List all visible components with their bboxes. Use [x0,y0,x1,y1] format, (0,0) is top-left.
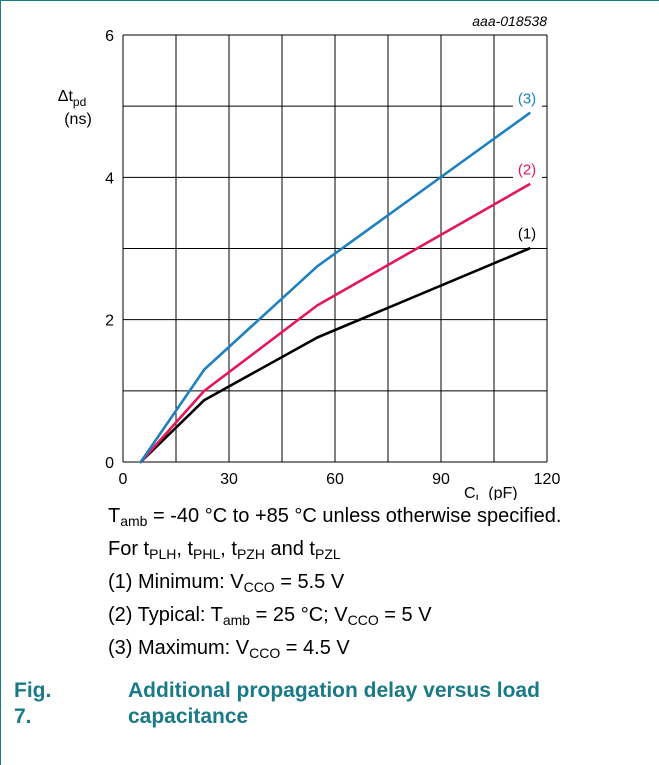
x-tick-label: 120 [534,471,561,488]
y-tick-label: 6 [105,28,114,45]
x-tick-label: 30 [220,471,238,488]
y-tick-label: 0 [105,455,114,472]
x-tick-label: 90 [432,471,450,488]
note-parameters: For tPLH, tPHL, tPZH and tPZL [108,538,341,562]
y-tick-label: 2 [105,313,114,330]
series-3-line [139,112,531,464]
delay-chart: 0 30 60 90 120 0 2 4 6 (1) (2) (3) aaa-018538 Δtpd… [58,13,561,500]
y-tick-label: 4 [105,170,114,187]
note-minimum: (1) Minimum: VCCO = 5.5 V [108,571,345,595]
x-tick-label: 60 [326,471,344,488]
series-3-label-bg [513,88,542,108]
note-typical: (2) Typical: Tamb = 25 °C; VCCO = 5 V [108,604,432,628]
series-2-label-bg [513,159,542,179]
note-ambient-range: Tamb = -40 °C to +85 °C unless otherwise… [108,505,562,529]
x-tick-label: 0 [119,471,128,488]
figure-number: Fig. 7. [14,679,52,728]
figure-id: aaa-018538 [472,13,547,29]
y-axis-label: Δtpd [58,88,87,109]
series-2-label: (2) [518,161,536,178]
series-2-line [139,183,531,464]
note-maximum: (3) Maximum: VCCO = 4.5 V [108,637,350,661]
series-1-label-bg [513,223,542,243]
figure-title: Additional propagation delay versus load… [128,679,540,728]
figure-notes: Tamb = -40 °C to +85 °C unless otherwise… [108,500,561,665]
y-axis-unit: (ns) [64,111,92,128]
series-layer: (1) (2) (3) [139,88,542,464]
grid [122,34,548,463]
series-1-line [139,247,531,464]
axes: 0 30 60 90 120 0 2 4 6 [105,28,560,488]
series-3-label: (3) [518,90,536,107]
series-1-label: (1) [518,226,536,243]
x-axis-label: CL (pF) [464,485,518,500]
